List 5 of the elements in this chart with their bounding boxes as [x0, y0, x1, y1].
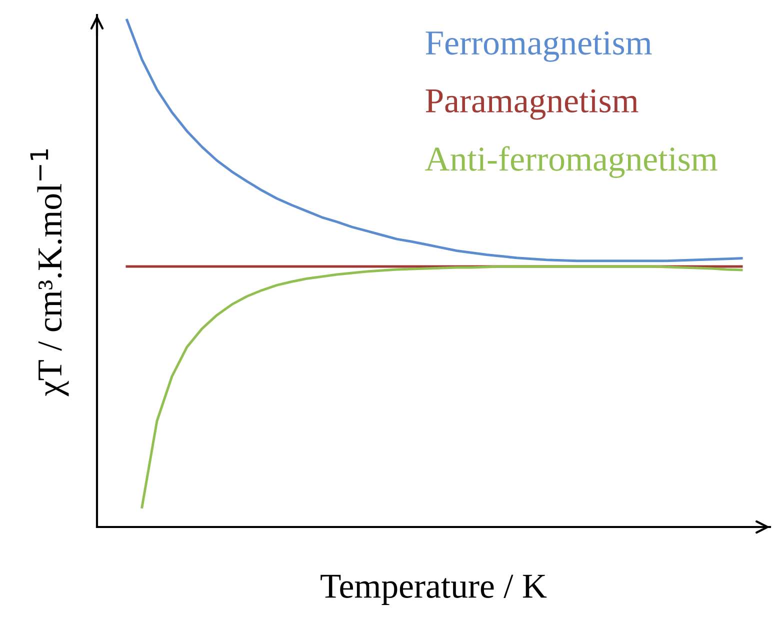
y-axis-title: χT / cm³.K.mol$^{−1}$ — [30, 149, 69, 396]
text: Paramagnetism — [426, 89, 638, 120]
x-axis-title: Temperature / K — [320, 574, 547, 606]
text: Ferromagnetism — [426, 31, 652, 62]
text: Anti-ferromagnetism — [425, 146, 718, 178]
